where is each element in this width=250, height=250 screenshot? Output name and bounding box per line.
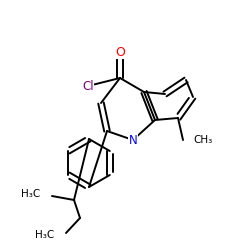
Text: H₃C: H₃C bbox=[21, 189, 40, 199]
Text: O: O bbox=[115, 46, 125, 59]
Text: Cl: Cl bbox=[82, 80, 94, 92]
Text: CH₃: CH₃ bbox=[193, 135, 212, 145]
Text: H₃C: H₃C bbox=[35, 230, 54, 240]
Text: N: N bbox=[128, 134, 138, 146]
